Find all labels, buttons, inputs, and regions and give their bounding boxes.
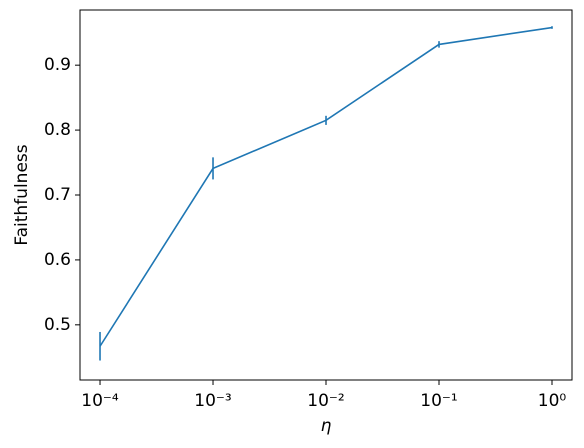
y-tick-label: 0.5 [44, 315, 71, 335]
data-line [99, 26, 553, 347]
x-tick-label: 10⁰ [538, 391, 567, 411]
x-tick-label: 10⁻¹ [420, 391, 457, 411]
y-tick-label: 0.7 [44, 185, 71, 205]
x-tick-label: 10⁻³ [194, 391, 231, 411]
x-tick-label: 10⁻² [307, 391, 344, 411]
y-tick-label: 0.6 [44, 250, 71, 270]
x-tick-label: 10⁻⁴ [81, 391, 119, 411]
y-axis-label: Faithfulness [12, 144, 32, 245]
plot-frame [79, 9, 573, 381]
y-tick-label: 0.9 [44, 55, 71, 75]
y-tick-label: 0.8 [44, 120, 71, 140]
x-axis-label: η [321, 416, 332, 436]
